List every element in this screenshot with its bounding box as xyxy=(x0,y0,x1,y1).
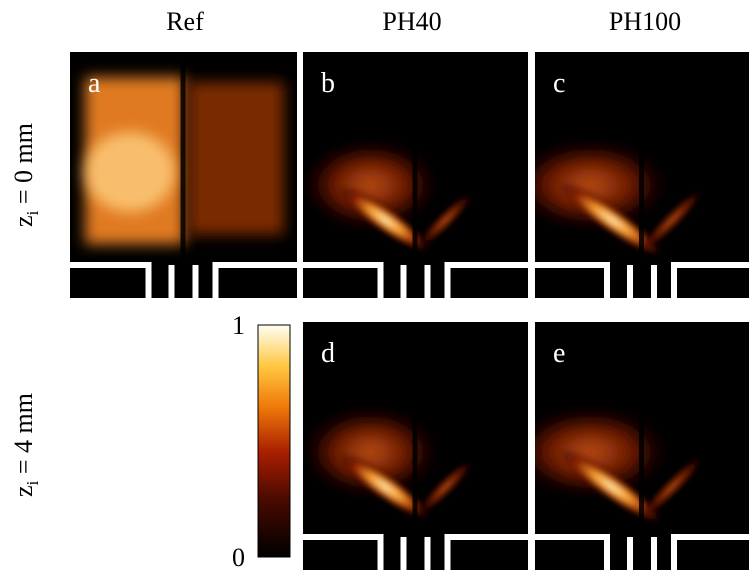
divider xyxy=(412,52,418,265)
panel-letter: d xyxy=(321,338,335,369)
image-panel: e xyxy=(535,322,749,570)
glow xyxy=(416,458,475,516)
glow xyxy=(535,407,671,497)
emission-image xyxy=(535,52,705,265)
nozzle-right xyxy=(671,534,749,570)
emission-image xyxy=(303,322,475,537)
glow xyxy=(188,82,284,235)
image-panel: d xyxy=(303,322,528,570)
nozzle-left xyxy=(303,534,384,570)
image-panel: a xyxy=(70,52,297,298)
glow xyxy=(639,454,705,520)
panel-letter: a xyxy=(88,68,101,99)
row-label-text: = 4 mm xyxy=(9,393,38,481)
image-panel: b xyxy=(303,52,528,298)
column-header: PH100 xyxy=(609,7,681,36)
colorbar-tick-label: 1 xyxy=(232,311,245,340)
emission-image xyxy=(535,322,705,537)
panels: a b c d e xyxy=(70,52,749,570)
glow xyxy=(559,182,665,258)
nozzle-right xyxy=(671,262,749,298)
nozzle-left xyxy=(70,262,152,298)
row-label-subscript: i xyxy=(23,480,42,485)
row-label-symbol: z xyxy=(9,215,38,227)
divider xyxy=(412,322,418,537)
glow xyxy=(535,140,671,230)
row-label: zi = 0 mm xyxy=(9,123,42,227)
colorbar-tick-label: 0 xyxy=(232,543,245,572)
row-label: zi = 4 mm xyxy=(9,393,42,497)
row-label-subscript: i xyxy=(23,210,42,215)
divider xyxy=(639,322,644,537)
divider xyxy=(180,52,186,265)
nozzle-right xyxy=(212,262,297,298)
row-label-symbol: z xyxy=(9,485,38,497)
panel-letter: e xyxy=(553,338,565,369)
glow xyxy=(303,407,441,497)
row-label-text: = 0 mm xyxy=(9,123,38,211)
panel-letter: c xyxy=(553,68,565,99)
panel-letter: b xyxy=(321,68,335,99)
glow xyxy=(639,187,705,253)
image-panel: c xyxy=(535,52,749,298)
nozzle-left xyxy=(303,262,384,298)
nozzle-left xyxy=(535,534,610,570)
glow xyxy=(339,186,432,254)
colorbar xyxy=(257,324,291,558)
glow xyxy=(303,140,441,230)
emission-image xyxy=(303,52,475,265)
glow xyxy=(85,132,175,212)
column-header: PH40 xyxy=(382,7,441,36)
nozzle-right xyxy=(444,534,528,570)
nozzle-left xyxy=(535,262,610,298)
glow xyxy=(339,453,432,521)
emission-image xyxy=(85,52,284,265)
divider xyxy=(639,52,644,265)
glow xyxy=(416,191,475,249)
column-header: Ref xyxy=(166,7,204,36)
glow xyxy=(559,449,665,525)
nozzle-right xyxy=(444,262,528,298)
